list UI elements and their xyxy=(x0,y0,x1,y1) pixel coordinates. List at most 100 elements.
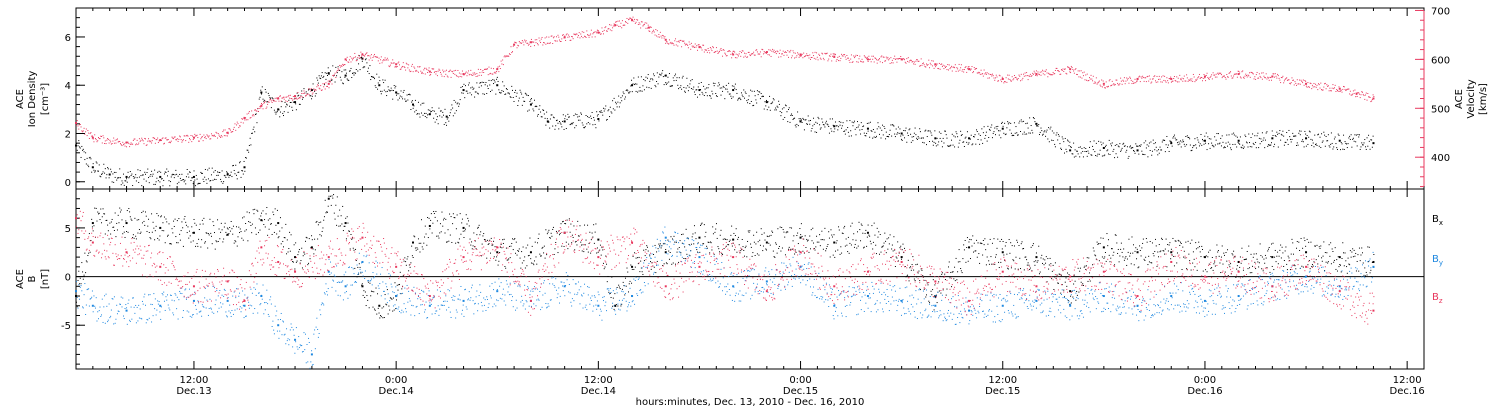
velocity-sample xyxy=(1135,82,1137,84)
density-sample xyxy=(917,136,919,138)
density-sample xyxy=(405,100,407,102)
density-sample xyxy=(1050,126,1052,128)
density-sample xyxy=(1261,141,1263,143)
velocity-sample xyxy=(135,143,137,145)
density-sample xyxy=(344,76,346,78)
velocity-sample xyxy=(530,45,532,47)
bx-sample xyxy=(797,243,799,245)
density-sample xyxy=(841,125,843,127)
density-sample xyxy=(1343,148,1345,150)
density-sample xyxy=(1263,137,1265,139)
density-sample xyxy=(287,111,289,113)
velocity-sample xyxy=(180,139,182,141)
density-sample xyxy=(154,183,156,185)
bx-sample xyxy=(536,263,538,265)
bx-sample xyxy=(254,227,256,229)
bx-sample xyxy=(267,234,269,236)
density-sample xyxy=(1068,145,1070,147)
velocity-sample xyxy=(681,46,683,48)
velocity-sample xyxy=(1039,71,1041,73)
velocity-sample xyxy=(449,69,451,71)
density-sample xyxy=(892,124,894,126)
velocity-sample xyxy=(822,57,824,59)
bx-point xyxy=(462,226,465,229)
velocity-sample xyxy=(498,71,500,73)
density-sample xyxy=(1279,130,1281,132)
density-sample xyxy=(474,91,476,93)
bx-sample xyxy=(117,214,119,216)
bx-sample xyxy=(220,222,222,224)
density-sample xyxy=(1346,147,1348,149)
density-sample xyxy=(207,178,209,180)
density-sample xyxy=(1062,138,1064,140)
density-sample xyxy=(508,93,510,95)
bx-sample xyxy=(620,305,622,307)
bx-sample xyxy=(198,238,200,240)
velocity-sample xyxy=(311,93,313,95)
velocity-sample xyxy=(710,48,712,50)
bx-sample xyxy=(646,246,648,248)
bx-sample xyxy=(154,239,156,241)
bx-sample xyxy=(276,233,278,235)
velocity-sample xyxy=(112,140,114,142)
velocity-sample xyxy=(922,62,924,64)
velocity-sample xyxy=(105,143,107,145)
density-sample xyxy=(361,57,363,59)
velocity-point xyxy=(243,117,246,120)
velocity-sample xyxy=(1060,73,1062,75)
velocity-sample xyxy=(283,98,285,100)
density-sample xyxy=(517,105,519,107)
density-sample xyxy=(303,88,305,90)
velocity-sample xyxy=(593,32,595,34)
density-sample xyxy=(267,92,269,94)
velocity-sample xyxy=(1208,78,1210,80)
density-sample xyxy=(1288,129,1290,131)
velocity-point xyxy=(1372,97,1375,100)
bx-sample xyxy=(160,216,162,218)
bx-sample xyxy=(257,232,259,234)
bx-sample xyxy=(215,240,217,242)
density-sample xyxy=(1139,145,1141,147)
density-sample xyxy=(1165,144,1167,146)
density-sample xyxy=(391,89,393,91)
bx-sample xyxy=(480,231,482,233)
density-sample xyxy=(1373,142,1375,144)
bx-point xyxy=(1102,246,1105,249)
velocity-sample xyxy=(1133,82,1135,84)
velocity-sample xyxy=(76,124,77,126)
density-sample xyxy=(555,120,557,122)
bx-sample xyxy=(693,243,695,245)
density-sample xyxy=(1135,143,1137,145)
velocity-point xyxy=(91,136,94,139)
density-sample xyxy=(513,100,515,102)
velocity-sample xyxy=(1154,75,1156,77)
density-sample xyxy=(317,79,319,81)
velocity-sample xyxy=(170,140,172,142)
density-sample xyxy=(484,84,486,86)
bx-sample xyxy=(570,223,572,225)
density-sample xyxy=(245,156,247,158)
bx-sample xyxy=(756,231,758,233)
velocity-sample xyxy=(1291,77,1293,79)
density-sample xyxy=(1249,142,1251,144)
velocity-sample xyxy=(333,74,335,76)
x-tick-label-time: 0:00 xyxy=(789,375,811,386)
density-point xyxy=(226,173,229,176)
density-sample xyxy=(1123,145,1125,147)
velocity-sample xyxy=(415,69,417,71)
density-sample xyxy=(148,177,150,179)
density-sample xyxy=(637,76,639,78)
velocity-sample xyxy=(1264,77,1266,79)
velocity-sample xyxy=(731,57,733,59)
bx-sample xyxy=(192,240,194,242)
density-sample xyxy=(1180,146,1182,148)
velocity-point xyxy=(260,104,263,107)
density-sample xyxy=(1035,125,1037,127)
density-sample xyxy=(126,178,128,180)
velocity-sample xyxy=(485,68,487,70)
bx-sample xyxy=(624,294,626,296)
density-sample xyxy=(1003,132,1005,134)
velocity-sample xyxy=(570,39,572,41)
density-sample xyxy=(374,85,376,87)
velocity-sample xyxy=(193,137,195,139)
